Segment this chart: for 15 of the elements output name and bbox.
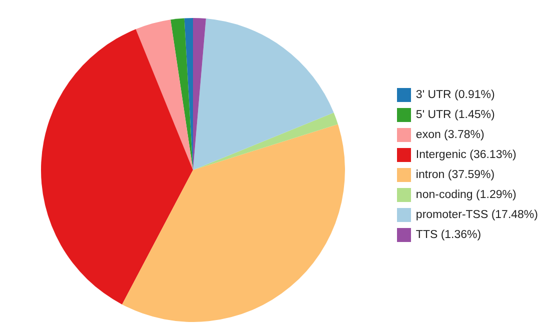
pie-slice <box>193 112 338 170</box>
pie-slice <box>41 29 193 304</box>
legend-label: exon (3.78%) <box>416 128 484 143</box>
pie-slice <box>170 18 193 170</box>
legend-label: intron (37.59%) <box>416 168 495 183</box>
pie-slice <box>136 20 193 170</box>
pie-slice <box>193 18 206 170</box>
pie-slice <box>122 124 345 322</box>
legend-label: non-coding (1.29%) <box>416 188 516 203</box>
legend-label: TTS (1.36%) <box>416 228 482 243</box>
pie-slice <box>193 18 334 170</box>
legend-label: Intergenic (36.13%) <box>416 148 516 163</box>
legend-label: 3' UTR (0.91%) <box>416 88 495 103</box>
legend-label: promoter-TSS (17.48%) <box>416 208 538 223</box>
legend-label: 5' UTR (1.45%) <box>416 108 495 123</box>
